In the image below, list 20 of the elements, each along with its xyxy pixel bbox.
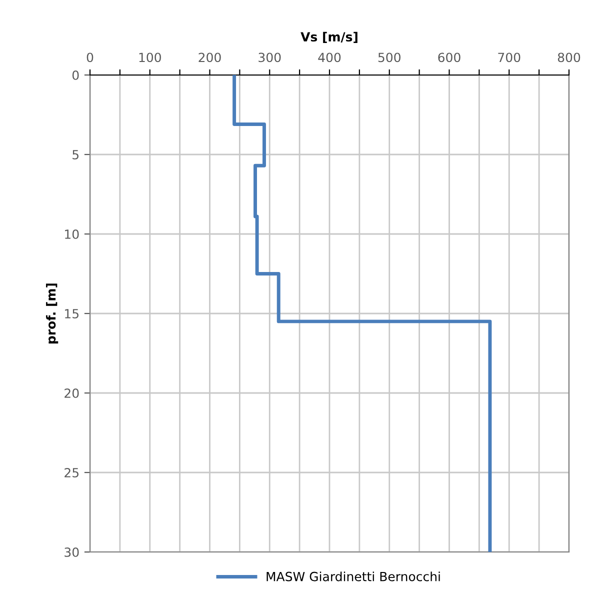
y-tick-label: 5 [72, 150, 78, 160]
x-tick-label: 500 [378, 52, 400, 62]
x-tick-label: 300 [258, 52, 281, 62]
line-series [232, 75, 492, 552]
y-tick-label: 25 [64, 468, 78, 478]
x-tick-label: 700 [498, 52, 520, 62]
y-tick-label: 15 [65, 309, 78, 318]
y-tick-label: 0 [72, 70, 79, 80]
x-axis-title: Vs [m/s] [300, 32, 358, 44]
y-axis-title: prof. [m] [46, 284, 58, 344]
x-tick-label: 400 [318, 52, 341, 62]
x-tick-label: 600 [438, 52, 460, 62]
x-tick-label: 800 [558, 52, 580, 62]
x-tick-label: 0 [86, 52, 94, 62]
y-tick-label: 10 [65, 229, 79, 239]
y-tick-label: 20 [64, 388, 79, 398]
x-tick-label: 100 [139, 52, 161, 62]
x-tick-label: 200 [198, 52, 221, 62]
y-tick-label: 30 [64, 547, 79, 557]
legend-label: MASW Giardinetti Bernocchi [266, 572, 440, 582]
